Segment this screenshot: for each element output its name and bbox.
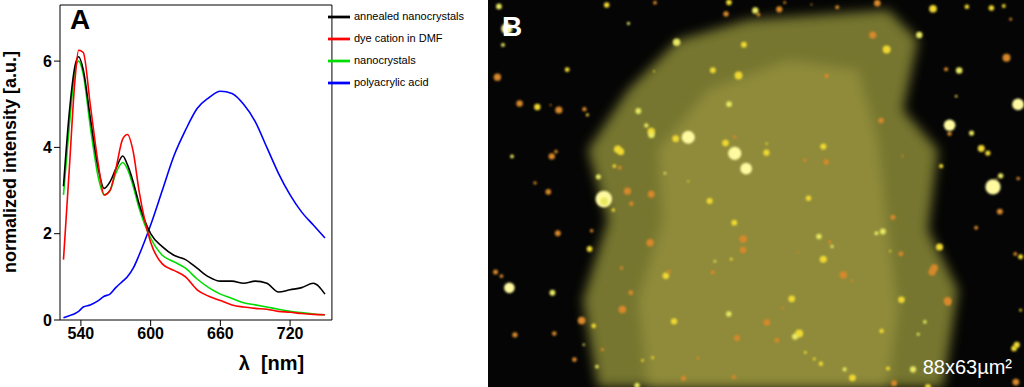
- html-text:dye cation in DMF: dye cation in DMF: [353, 31, 443, 44]
- html-text:λ [nm]: λ [nm]: [238, 352, 305, 374]
- svg-text:4: 4: [43, 139, 52, 156]
- html-text:normalized intensity [a.u.]: normalized intensity [a.u.]: [0, 51, 20, 273]
- svg-text:540: 540: [68, 325, 95, 342]
- svg-text:88x63µm²: 88x63µm²: [923, 356, 1013, 378]
- svg-text:2: 2: [43, 225, 52, 242]
- html-text:annealed nanocrystals: annealed nanocrystals: [353, 9, 464, 22]
- svg-text:6: 6: [43, 53, 52, 70]
- html-text:nanocrystals: nanocrystals: [353, 53, 416, 66]
- svg-text:660: 660: [207, 325, 234, 342]
- html-text:polyacrylic acid: polyacrylic acid: [353, 75, 429, 88]
- svg-text:0: 0: [43, 312, 52, 329]
- svg-text:720: 720: [277, 325, 304, 342]
- html-text:A: A: [70, 4, 91, 35]
- svg-text:B: B: [502, 11, 522, 42]
- svg-text:600: 600: [137, 325, 164, 342]
